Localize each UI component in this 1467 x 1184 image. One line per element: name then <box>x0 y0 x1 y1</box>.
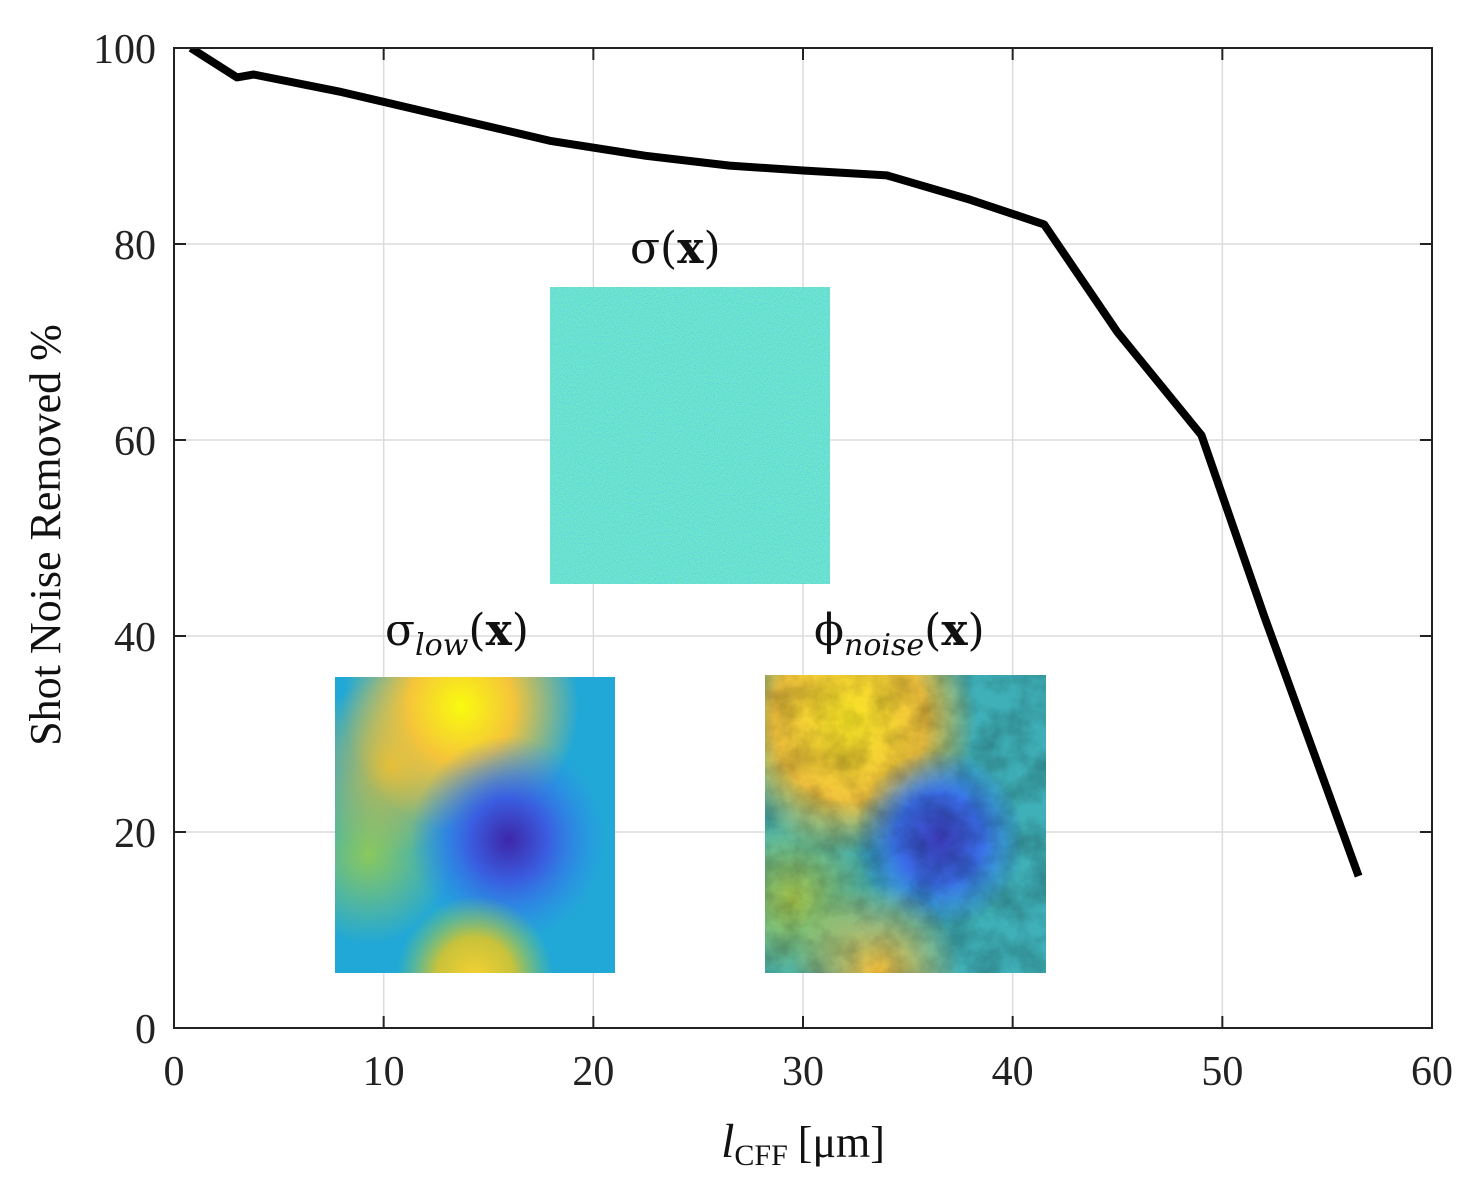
x-axis: 0 10 20 30 40 50 60 <box>164 48 1453 1095</box>
y-tick-label: 20 <box>114 811 156 857</box>
y-axis: 0 20 40 60 80 100 <box>93 27 1432 1053</box>
x-tick-label: 20 <box>572 1049 614 1095</box>
inset-sigma-low <box>335 677 615 973</box>
inset-phi-noise-title: ϕnoise(x) <box>814 605 985 663</box>
inset-sigma-title: σ(x) <box>630 223 721 274</box>
x-tick-label: 30 <box>782 1049 824 1095</box>
x-tick-label: 50 <box>1201 1049 1243 1095</box>
y-tick-label: 0 <box>135 1007 156 1053</box>
inset-sigma-noise <box>550 287 830 584</box>
inset-sigma-low-title: σlow(x) <box>385 605 529 663</box>
x-tick-label: 40 <box>992 1049 1034 1095</box>
x-axis-label: lCFF [μm] <box>721 1115 885 1172</box>
y-tick-label: 80 <box>114 223 156 269</box>
inset-phi-noise <box>765 675 1046 973</box>
series-layer <box>188 48 1363 878</box>
x-tick-label: 10 <box>363 1049 405 1095</box>
x-tick-label: 60 <box>1411 1049 1453 1095</box>
y-tick-label: 60 <box>114 419 156 465</box>
y-tick-label: 100 <box>93 27 156 73</box>
inset-sigma-low-bottom <box>335 677 615 973</box>
y-tick-label: 40 <box>114 615 156 661</box>
x-tick-label: 0 <box>164 1049 185 1095</box>
inset-sigma <box>550 287 830 584</box>
inset-phi-texture <box>765 675 1046 973</box>
series-line-shot-noise-removed <box>188 48 1363 878</box>
y-axis-label: Shot Noise Removed % <box>21 324 70 746</box>
